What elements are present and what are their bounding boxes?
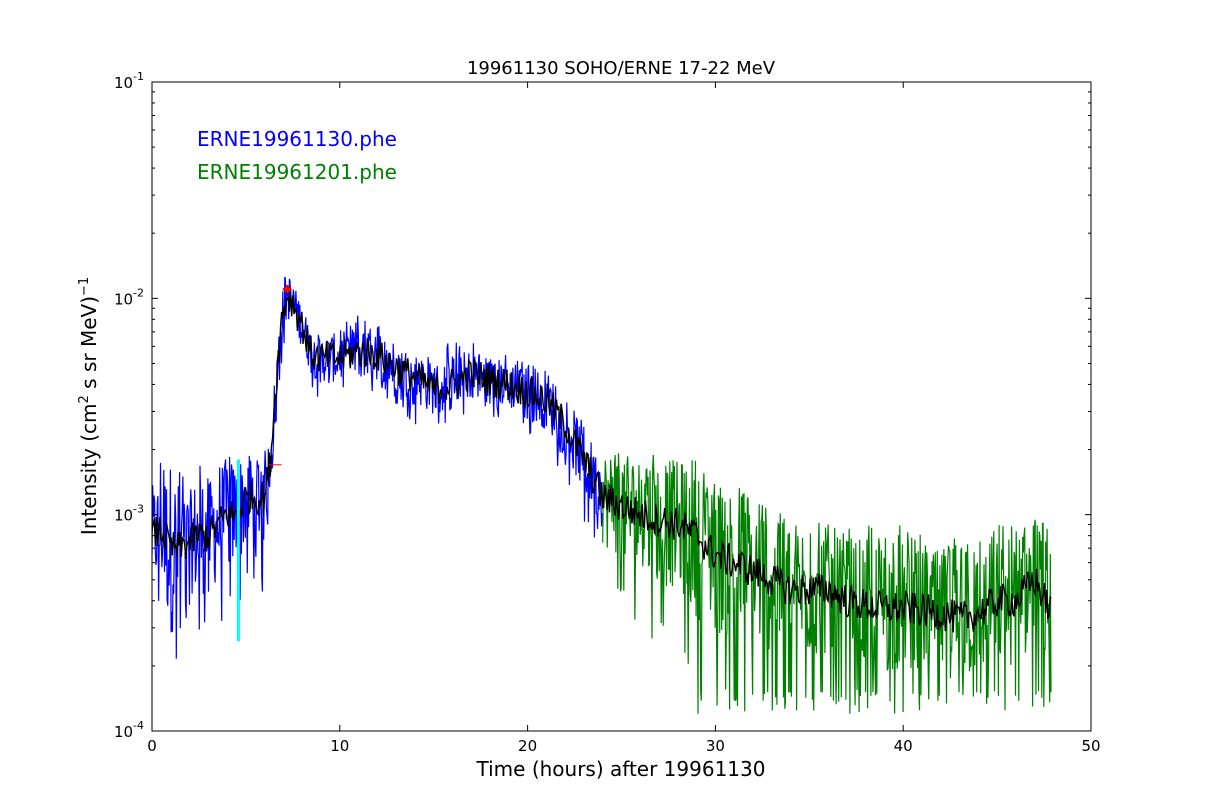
chart-title: 19961130 SOHO/ERNE 17-22 MeV <box>467 58 776 79</box>
y-tick-label: 10-1 <box>114 70 144 92</box>
x-tick-label: 20 <box>518 737 537 755</box>
legend-item-1: ERNE19961130.phe <box>197 127 397 151</box>
peak-marker <box>282 284 293 295</box>
x-tick-label: 0 <box>147 737 157 755</box>
x-tick-label: 50 <box>1081 737 1100 755</box>
legend-item-2: ERNE19961201.phe <box>197 160 397 184</box>
series-line-smoothed <box>152 290 1052 633</box>
y-tick-label: 10-2 <box>114 286 144 308</box>
x-tick-label: 10 <box>330 737 349 755</box>
data-layer <box>152 276 1052 714</box>
y-axis-label: Intensity (cm2 s sr MeV)−1 <box>77 277 101 535</box>
plot-area <box>151 81 1092 732</box>
y-axis-label-rest: s sr MeV) <box>77 296 101 395</box>
legend: ERNE19961130.phe ERNE19961201.phe <box>197 127 397 184</box>
plot-frame <box>151 81 1092 732</box>
x-tick-label: 40 <box>894 737 913 755</box>
x-tick-label: 30 <box>706 737 725 755</box>
y-axis-label-sup2: −1 <box>77 277 92 296</box>
y-axis-label-main: Intensity (cm <box>77 403 101 535</box>
x-axis: 0 10 20 30 40 50 <box>147 82 1101 755</box>
y-tick-label: 10-3 <box>114 503 144 525</box>
y-tick-label: 10-4 <box>114 719 144 741</box>
y-axis: 10-4 10-3 10-2 10-1 <box>114 70 1091 741</box>
y-axis-label-sup1: 2 <box>77 395 92 403</box>
series-line-erne19961201 <box>602 453 1052 714</box>
x-axis-label: Time (hours) after 19961130 <box>476 757 766 781</box>
